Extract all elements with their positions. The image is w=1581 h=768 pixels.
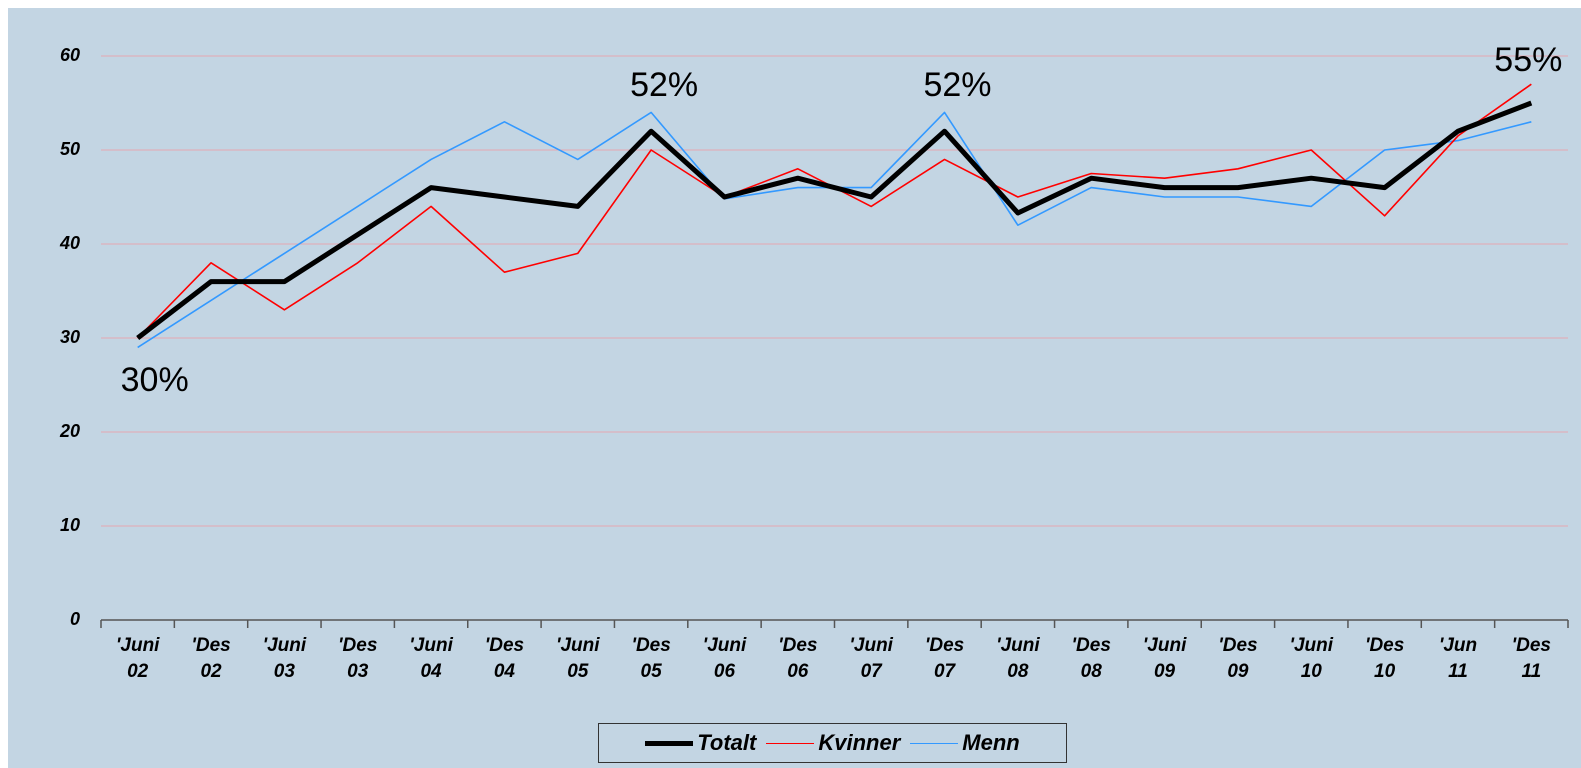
x-tick-label: 'Des 10 [1364, 635, 1405, 682]
chart-background [8, 8, 1581, 768]
legend-item: Kvinner [766, 730, 900, 756]
legend-swatch [910, 742, 959, 744]
x-tick-label: 'Des 11 [1511, 635, 1551, 682]
x-tick-label: 'Juni 07 [849, 635, 893, 682]
legend-label: Kvinner [818, 730, 901, 755]
data-label: 52% [630, 66, 698, 104]
x-tick-label: 'Juni 05 [555, 635, 600, 682]
legend-swatch [766, 742, 815, 744]
y-tick-label: 0 [70, 609, 80, 629]
y-tick-label: 60 [60, 45, 80, 65]
x-tick-label: 'Des 05 [631, 635, 671, 682]
x-tick-label: 'Des 06 [778, 635, 818, 682]
y-tick-label: 40 [59, 233, 80, 253]
x-tick-label: 'Des 04 [484, 635, 525, 682]
x-tick-label: 'Des 02 [191, 635, 231, 682]
data-label: 30% [121, 361, 189, 399]
x-tick-label: 'Jun 11 [1438, 635, 1478, 682]
legend-swatch [645, 740, 694, 746]
x-tick-label: 'Juni 06 [702, 635, 747, 682]
data-label: 52% [923, 66, 991, 104]
legend-item: Menn [910, 730, 1020, 756]
x-tick-label: 'Juni 02 [115, 635, 160, 682]
legend-label: Totalt [697, 730, 757, 755]
x-tick-label: 'Juni 10 [1289, 635, 1334, 682]
x-tick-label: 'Des 07 [924, 635, 965, 682]
y-tick-label: 20 [59, 421, 80, 441]
x-tick-label: 'Des 03 [338, 635, 378, 682]
series-line [136, 100, 1533, 340]
y-tick-label: 50 [60, 139, 80, 159]
legend-item: Totalt [645, 730, 756, 756]
x-tick-label: 'Des 09 [1218, 635, 1258, 682]
legend: Totalt Kvinner Menn [598, 723, 1067, 763]
x-tick-label: 'Juni 08 [996, 635, 1040, 682]
x-tick-label: 'Juni 04 [409, 635, 453, 682]
y-tick-label: 30 [60, 327, 80, 347]
x-tick-label: 'Juni 03 [262, 635, 307, 682]
x-tick-label: 'Juni 09 [1142, 635, 1187, 682]
legend-label: Menn [962, 730, 1020, 755]
data-label: 55% [1494, 41, 1562, 79]
y-tick-label: 10 [60, 515, 80, 535]
x-tick-label: 'Des 08 [1071, 635, 1111, 682]
